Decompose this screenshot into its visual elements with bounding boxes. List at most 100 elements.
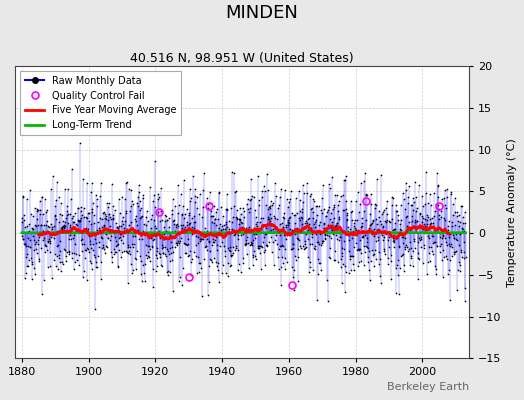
Point <box>172 240 181 246</box>
Point <box>180 226 189 232</box>
Point <box>219 270 227 276</box>
Point <box>413 205 421 211</box>
Point <box>345 232 354 239</box>
Point <box>176 238 184 244</box>
Point <box>158 241 167 248</box>
Point <box>210 203 219 209</box>
Point <box>431 208 439 214</box>
Point <box>170 235 178 241</box>
Point <box>114 224 122 231</box>
Point <box>457 203 466 210</box>
Point <box>333 236 342 242</box>
Point <box>63 203 71 209</box>
Point <box>354 263 362 269</box>
Point <box>97 234 105 240</box>
Point <box>135 182 143 188</box>
Point <box>444 241 453 247</box>
Point <box>237 269 246 275</box>
Point <box>257 265 266 272</box>
Point <box>274 254 282 260</box>
Point <box>388 194 396 200</box>
Point <box>373 226 381 232</box>
Point <box>148 236 157 243</box>
Point <box>72 226 80 232</box>
Point <box>169 288 178 294</box>
Point <box>99 210 107 216</box>
Point <box>24 228 32 235</box>
Point <box>61 186 69 193</box>
Point <box>419 260 428 267</box>
Point <box>315 222 323 228</box>
Point <box>348 235 356 242</box>
Point <box>401 246 409 252</box>
Point <box>224 229 233 236</box>
Point <box>238 255 247 262</box>
Point <box>83 226 92 232</box>
Point <box>363 235 372 241</box>
Point <box>443 241 451 248</box>
Point <box>399 251 407 257</box>
Point <box>421 230 429 236</box>
Point <box>446 257 454 264</box>
Point <box>72 226 81 233</box>
Point <box>58 226 66 232</box>
Point <box>330 204 338 210</box>
Point <box>428 233 436 240</box>
Point <box>302 180 311 186</box>
Point <box>162 269 171 275</box>
Point <box>159 224 168 230</box>
Point <box>157 208 165 215</box>
Point <box>58 224 66 230</box>
Point <box>99 244 107 250</box>
Point <box>459 226 467 232</box>
Point <box>231 246 239 253</box>
Point <box>250 194 259 200</box>
Point <box>383 198 391 204</box>
Point <box>350 267 358 274</box>
Point <box>39 228 47 234</box>
Point <box>312 217 321 224</box>
Point <box>317 266 325 273</box>
Point <box>252 214 260 220</box>
Point <box>401 244 410 250</box>
Point <box>65 249 73 255</box>
Text: Berkeley Earth: Berkeley Earth <box>387 382 469 392</box>
Point <box>36 232 45 238</box>
Point <box>181 250 190 256</box>
Point <box>344 223 352 230</box>
Point <box>246 176 255 182</box>
Point <box>20 241 29 247</box>
Point <box>200 228 209 235</box>
Point <box>420 242 429 249</box>
Point <box>385 244 393 250</box>
Point <box>22 243 30 250</box>
Point <box>263 171 271 177</box>
Point <box>460 228 468 234</box>
Point <box>49 228 57 235</box>
Point <box>221 220 230 227</box>
Point <box>384 255 392 261</box>
Point <box>19 235 27 242</box>
Point <box>371 201 379 208</box>
Point <box>211 222 220 229</box>
Point <box>84 248 93 255</box>
Point <box>377 172 385 178</box>
Point <box>336 230 345 236</box>
Point <box>171 234 179 240</box>
Point <box>126 244 134 250</box>
Point <box>459 214 467 220</box>
Point <box>409 248 417 254</box>
Point <box>429 233 437 239</box>
Point <box>47 226 56 232</box>
Point <box>411 219 419 226</box>
Point <box>310 198 318 204</box>
Point <box>272 223 281 230</box>
Point <box>414 254 422 261</box>
Point <box>85 218 93 224</box>
Point <box>314 256 322 262</box>
Point <box>334 202 342 208</box>
Point <box>241 242 249 248</box>
Point <box>247 238 255 245</box>
Point <box>398 234 406 240</box>
Point <box>294 253 303 260</box>
